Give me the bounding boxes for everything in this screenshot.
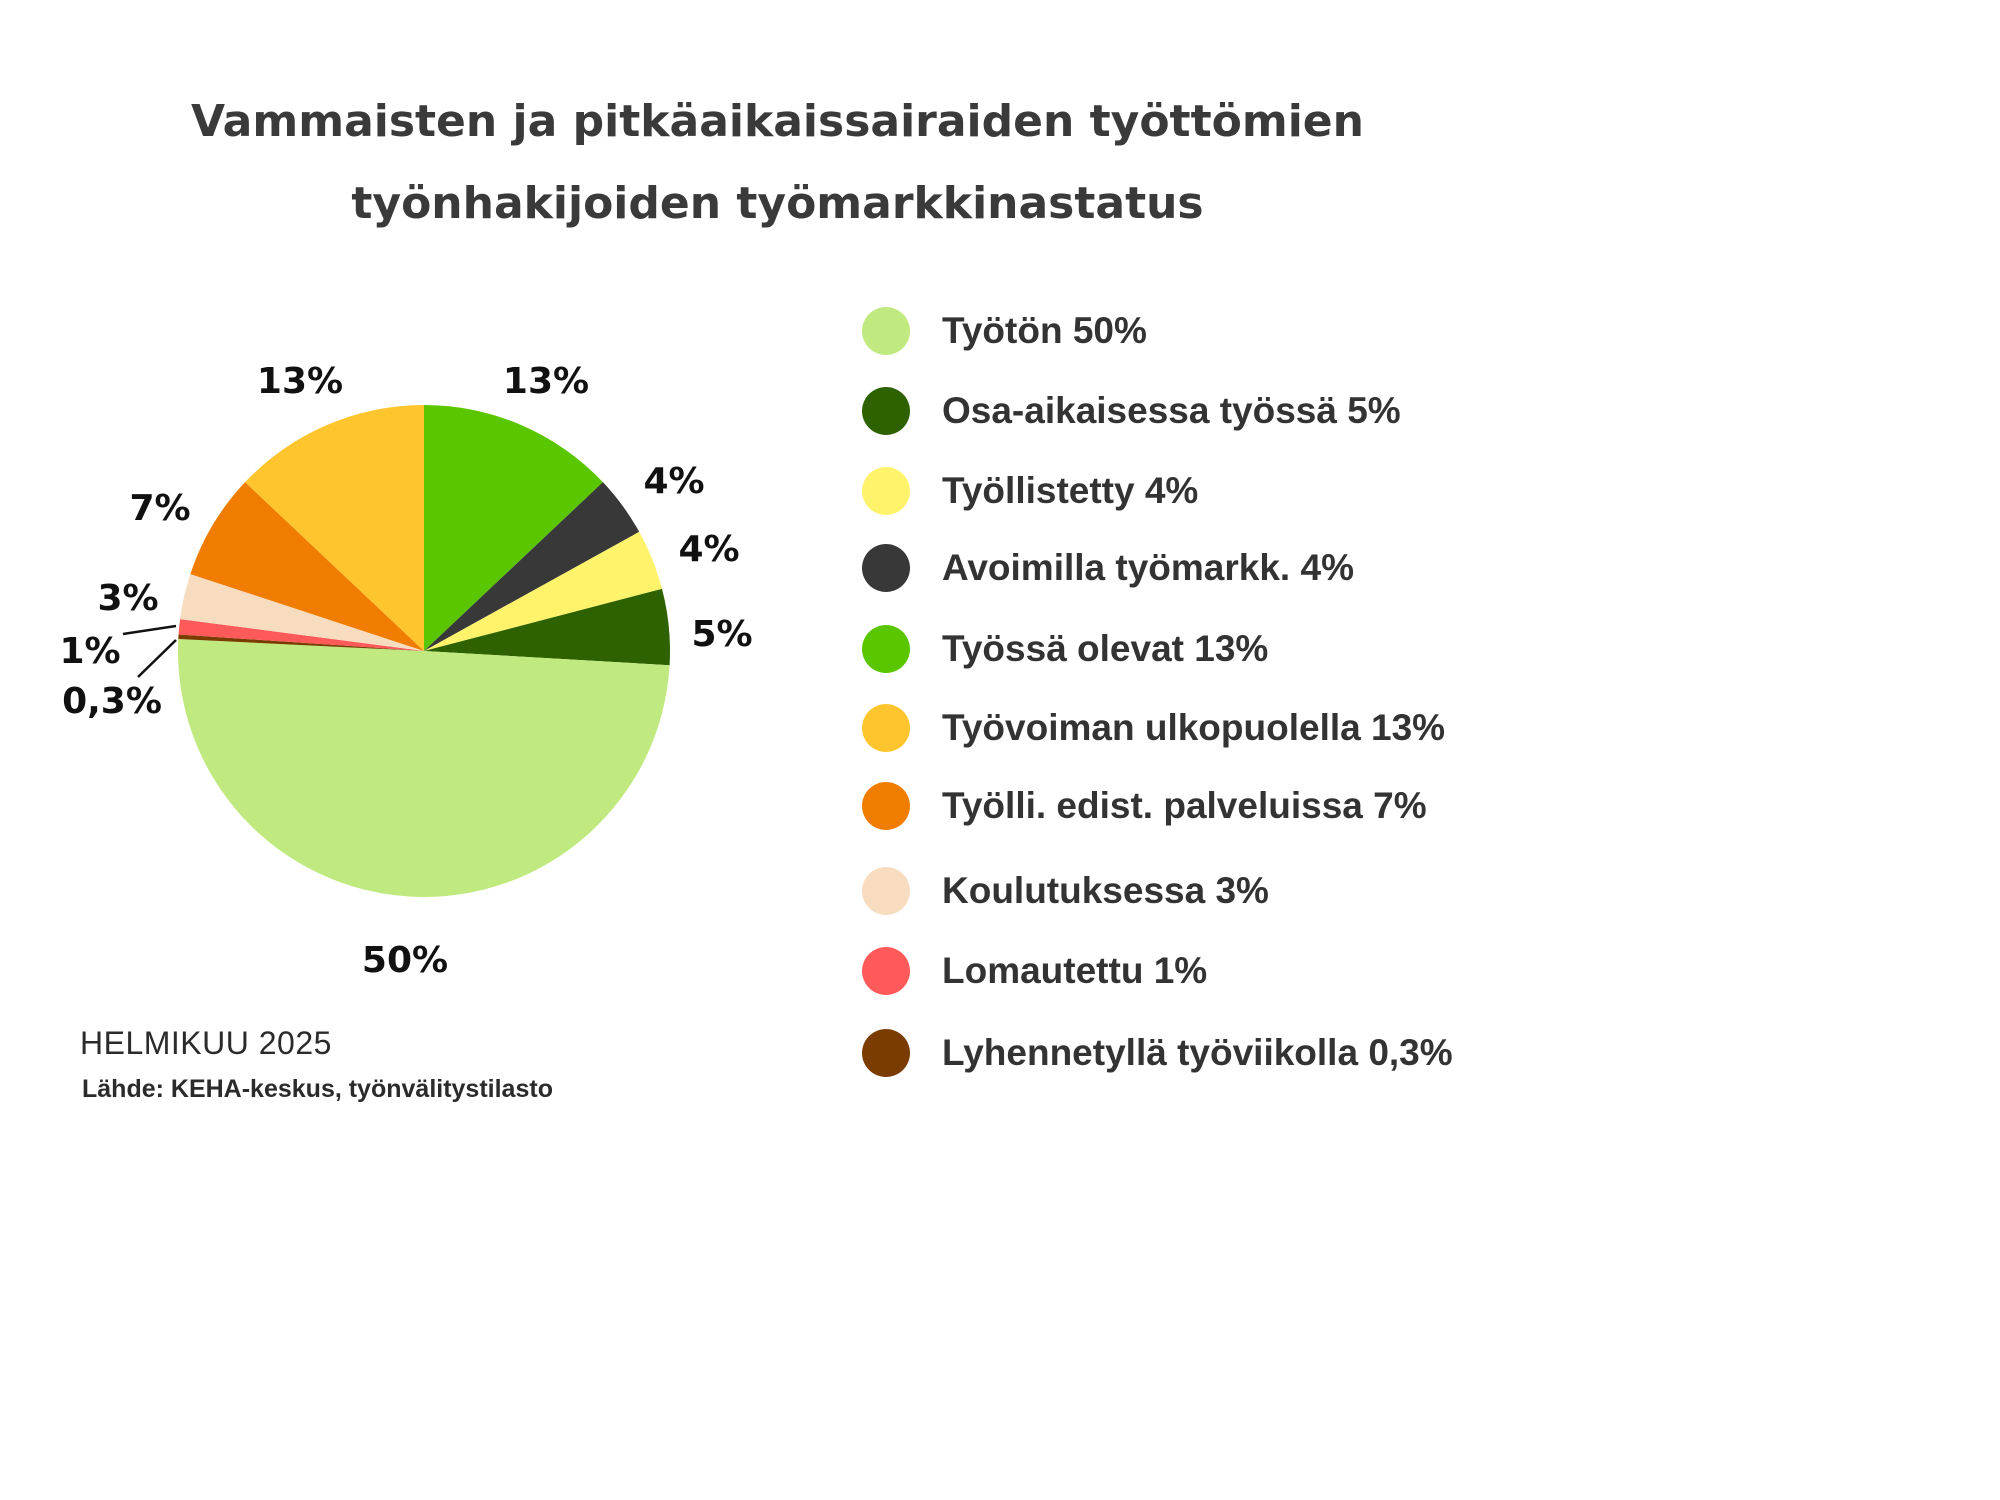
legend-swatch (862, 947, 910, 995)
leader-line-7 (122, 624, 177, 636)
legend-label: Osa-aikaisessa työssä 5% (942, 390, 1401, 431)
chart-title-line-2: työnhakijoiden työmarkkinastatus (351, 178, 1204, 229)
pie-slice-9 (190, 482, 424, 651)
slice-label-7: 1% (59, 631, 120, 672)
chart-title-line-1: Vammaisten ja pitkäaikaissairaiden tyött… (191, 96, 1364, 147)
legend-label: Lyhennetyllä työviikolla 0,3% (942, 1032, 1453, 1073)
legend-swatch (862, 307, 910, 355)
pie-chart: 13% 4% 4% 5% 50% 0,3% 1% 3% 7% 13% (59, 361, 752, 981)
pie-slice-3 (424, 531, 663, 651)
slice-label-10: 13% (257, 361, 343, 402)
legend-label: Avoimilla työmarkk. 4% (942, 547, 1354, 588)
legend-item: Lyhennetyllä työviikolla 0,3% (862, 1027, 1552, 1077)
slice-label-8: 3% (97, 578, 158, 619)
pie-slices (178, 405, 670, 897)
pie-slice-1 (424, 405, 603, 651)
report-date: HELMIKUU 2025 (80, 1025, 332, 1061)
slice-label-9: 7% (129, 488, 190, 529)
legend-item: Lomautettu 1% (862, 945, 1552, 995)
leader-line-6 (137, 639, 177, 678)
slice-label-3: 4% (678, 529, 739, 570)
slice-label-4: 5% (691, 614, 752, 655)
legend-item: Työssä olevat 13% (862, 623, 1552, 673)
legend-item: Työllistetty 4% (862, 465, 1552, 515)
legend-label: Työtön 50% (942, 310, 1147, 351)
legend-swatch (862, 1029, 910, 1077)
leader-lines (122, 624, 177, 678)
pie-slice-5 (178, 639, 670, 897)
legend-swatch (862, 544, 910, 592)
legend-label: Työlli. edist. palveluissa 7% (942, 785, 1427, 826)
legend-item: Avoimilla työmarkk. 4% (862, 542, 1552, 592)
pie-slice-2 (424, 482, 640, 651)
legend-label: Työllistetty 4% (942, 470, 1199, 511)
legend-item: Työtön 50% (862, 305, 1552, 355)
slice-label-2: 4% (643, 461, 704, 502)
legend-label: Työvoiman ulkopuolella 13% (942, 707, 1446, 748)
legend-swatch (862, 467, 910, 515)
legend-swatch (862, 387, 910, 435)
pie-slice-6 (178, 634, 424, 651)
legend-item: Koulutuksessa 3% (862, 865, 1552, 915)
legend-item: Työvoiman ulkopuolella 13% (862, 702, 1552, 752)
legend-item: Työlli. edist. palveluissa 7% (862, 780, 1552, 830)
slice-label-6: 0,3% (62, 681, 162, 722)
pie-slice-7 (178, 619, 424, 651)
slice-label-1: 13% (503, 361, 589, 402)
data-source: Lähde: KEHA-keskus, työnvälitystilasto (82, 1075, 553, 1103)
legend-label: Työssä olevat 13% (942, 628, 1269, 669)
slice-label-5: 50% (362, 940, 448, 981)
legend-label: Koulutuksessa 3% (942, 870, 1269, 911)
legend-swatch (862, 625, 910, 673)
legend-swatch (862, 867, 910, 915)
pie-slice-4 (424, 588, 670, 666)
pie-slice-8 (180, 574, 424, 651)
legend-item: Osa-aikaisessa työssä 5% (862, 385, 1552, 435)
legend-swatch (862, 704, 910, 752)
slice-labels: 13% 4% 4% 5% 50% 0,3% 1% 3% 7% 13% (59, 361, 752, 981)
legend-label: Lomautettu 1% (942, 950, 1208, 991)
legend-swatch (862, 782, 910, 830)
pie-slice-10 (245, 405, 424, 651)
